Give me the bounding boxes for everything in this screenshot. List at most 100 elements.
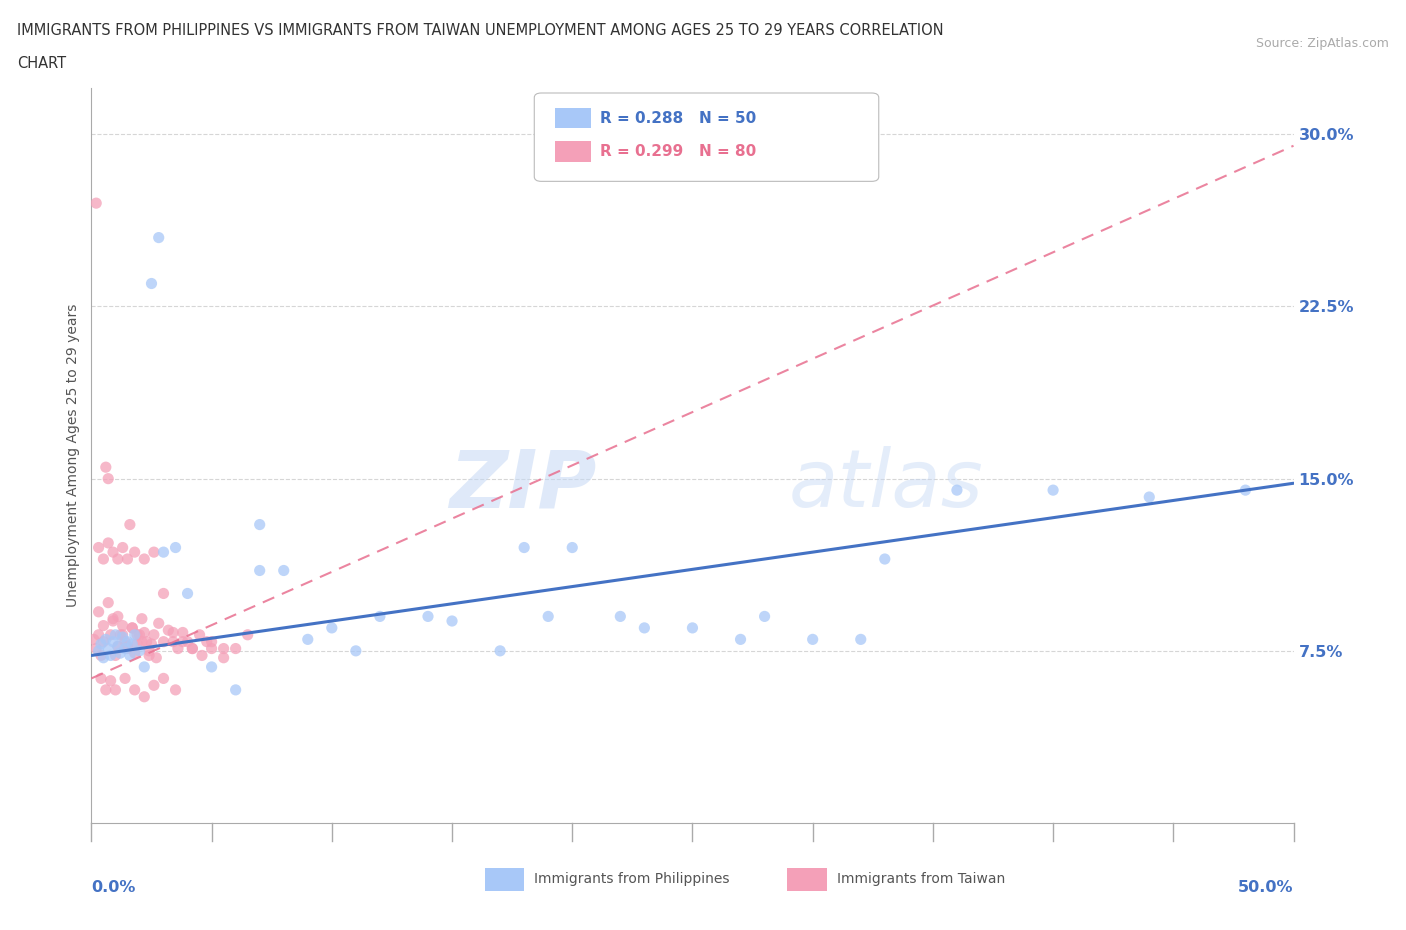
- Point: [107, 639, 129, 654]
- Point: [201, 641, 224, 656]
- Point: [849, 632, 872, 647]
- Point: [87, 604, 110, 619]
- Point: [100, 673, 122, 688]
- Point: [118, 648, 141, 663]
- Point: [111, 628, 134, 643]
- Point: [124, 628, 146, 643]
- Point: [100, 648, 122, 663]
- Point: [128, 628, 150, 643]
- Point: [84, 195, 107, 210]
- Point: [225, 683, 247, 698]
- Point: [201, 634, 224, 649]
- Point: [117, 551, 139, 566]
- Text: 50.0%: 50.0%: [1239, 881, 1294, 896]
- Point: [440, 614, 463, 629]
- Point: [134, 551, 156, 566]
- Point: [152, 586, 174, 601]
- Point: [107, 551, 129, 566]
- Point: [297, 632, 319, 647]
- Point: [101, 614, 124, 629]
- Point: [117, 639, 139, 654]
- Point: [141, 276, 163, 291]
- Point: [172, 625, 194, 640]
- Point: [191, 648, 214, 663]
- Point: [273, 563, 295, 578]
- Point: [801, 632, 824, 647]
- Point: [681, 620, 703, 635]
- Y-axis label: Unemployment Among Ages 25 to 29 years: Unemployment Among Ages 25 to 29 years: [66, 304, 80, 607]
- Point: [114, 634, 136, 649]
- Point: [124, 645, 146, 660]
- Point: [101, 634, 124, 649]
- Text: R = 0.299   N = 80: R = 0.299 N = 80: [600, 144, 756, 159]
- Point: [201, 659, 224, 674]
- Point: [148, 230, 170, 245]
- Point: [104, 648, 127, 663]
- Point: [114, 671, 136, 685]
- Point: [104, 628, 127, 643]
- Point: [152, 671, 174, 685]
- Point: [90, 648, 112, 663]
- Point: [946, 483, 969, 498]
- Point: [142, 545, 165, 560]
- Text: Immigrants from Philippines: Immigrants from Philippines: [534, 871, 730, 886]
- Point: [111, 630, 134, 644]
- Point: [121, 620, 143, 635]
- Point: [134, 625, 156, 640]
- Point: [94, 632, 117, 647]
- Point: [489, 644, 512, 658]
- Point: [152, 545, 174, 560]
- Point: [142, 678, 165, 693]
- Point: [87, 628, 110, 643]
- Point: [117, 641, 139, 656]
- Point: [93, 618, 115, 633]
- Text: 0.0%: 0.0%: [91, 881, 136, 896]
- Point: [104, 683, 127, 698]
- Point: [111, 540, 134, 555]
- Point: [873, 551, 896, 566]
- Point: [94, 459, 117, 474]
- Point: [141, 636, 163, 651]
- Point: [142, 628, 165, 643]
- Point: [1042, 483, 1064, 498]
- Point: [93, 551, 115, 566]
- Point: [125, 636, 148, 651]
- Point: [107, 609, 129, 624]
- Point: [97, 536, 120, 551]
- Point: [1137, 489, 1160, 504]
- Point: [321, 620, 343, 635]
- Point: [94, 683, 117, 698]
- Point: [93, 634, 115, 649]
- Point: [181, 641, 204, 656]
- Text: Source: ZipAtlas.com: Source: ZipAtlas.com: [1256, 37, 1389, 50]
- Point: [172, 634, 194, 649]
- Text: ZIP: ZIP: [449, 446, 596, 525]
- Point: [117, 634, 139, 649]
- Point: [121, 620, 143, 635]
- Text: CHART: CHART: [17, 56, 66, 71]
- Point: [165, 683, 187, 698]
- Point: [87, 644, 110, 658]
- Point: [87, 540, 110, 555]
- Text: IMMIGRANTS FROM PHILIPPINES VS IMMIGRANTS FROM TAIWAN UNEMPLOYMENT AMONG AGES 25: IMMIGRANTS FROM PHILIPPINES VS IMMIGRANT…: [17, 23, 943, 38]
- Point: [124, 545, 146, 560]
- Point: [111, 618, 134, 633]
- Point: [134, 659, 156, 674]
- Point: [162, 625, 184, 640]
- Point: [195, 634, 218, 649]
- Point: [236, 628, 259, 643]
- Text: R = 0.288   N = 50: R = 0.288 N = 50: [600, 111, 756, 126]
- Point: [100, 628, 122, 643]
- Point: [148, 616, 170, 631]
- Point: [212, 650, 235, 665]
- Point: [107, 639, 129, 654]
- Point: [125, 628, 148, 643]
- Point: [609, 609, 631, 624]
- Point: [114, 641, 136, 656]
- Point: [344, 644, 367, 658]
- Point: [152, 634, 174, 649]
- Point: [101, 611, 124, 626]
- Point: [90, 636, 112, 651]
- Point: [138, 648, 160, 663]
- Point: [97, 595, 120, 610]
